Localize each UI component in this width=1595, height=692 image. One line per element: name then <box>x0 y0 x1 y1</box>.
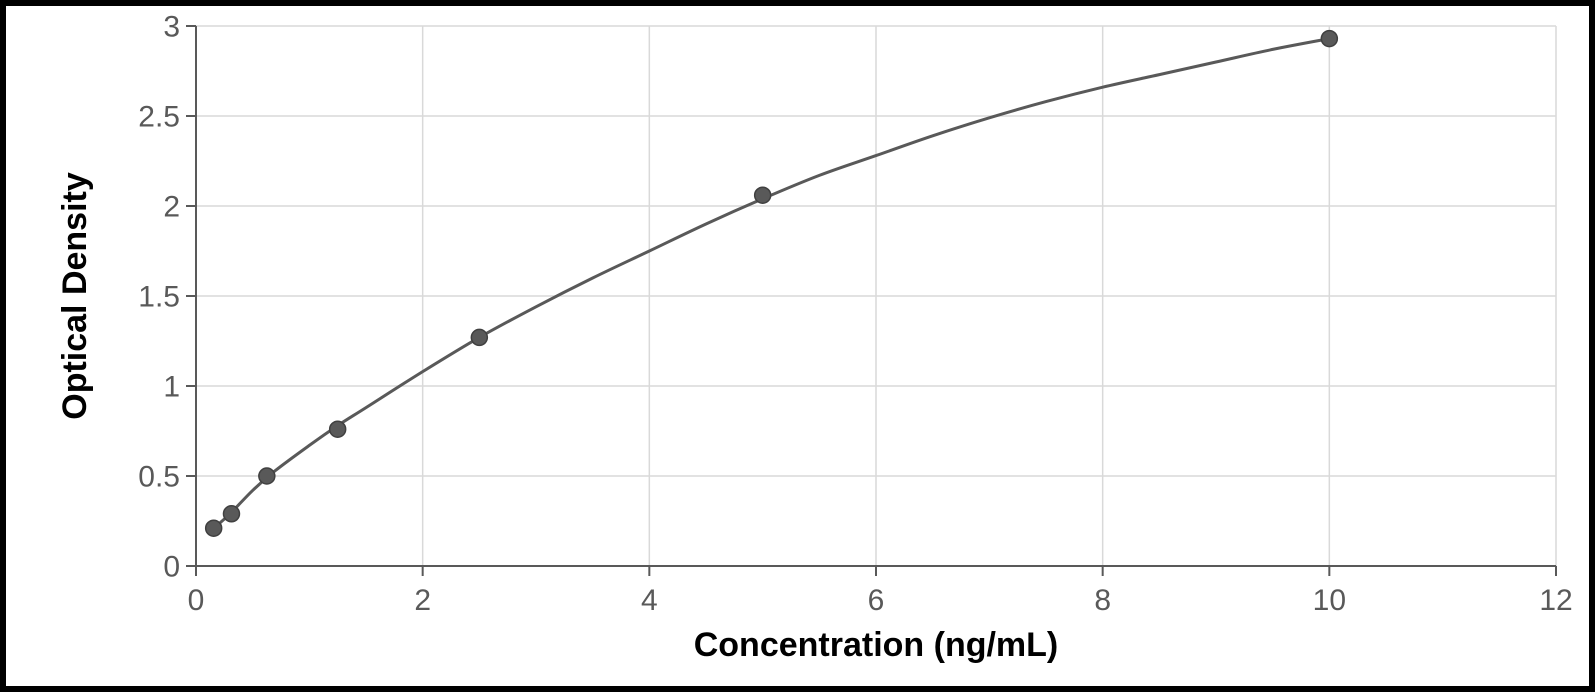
y-tick-label: 0.5 <box>138 461 180 494</box>
data-point <box>206 520 222 536</box>
chart-frame: 0 2 4 6 8 10 12 0 0.5 1 1.5 2 2.5 3 Concentration (ng/… <box>0 0 1595 692</box>
scatter-chart: 0 2 4 6 8 10 12 0 0.5 1 1.5 2 2.5 3 Concentration (ng/… <box>6 6 1589 686</box>
y-tick-label: 1 <box>163 371 180 404</box>
y-tick-label: 1.5 <box>138 281 180 314</box>
x-tick-label: 4 <box>641 584 658 617</box>
x-tick-label: 8 <box>1094 584 1111 617</box>
data-point <box>223 506 239 522</box>
y-tick-label: 2.5 <box>138 101 180 134</box>
x-tick-label: 0 <box>188 584 205 617</box>
y-tick-label: 3 <box>163 11 180 44</box>
y-tick-label: 2 <box>163 191 180 224</box>
x-tick-label: 6 <box>868 584 885 617</box>
data-point <box>259 468 275 484</box>
data-point <box>471 329 487 345</box>
data-point <box>755 187 771 203</box>
x-tick-label: 10 <box>1313 584 1346 617</box>
y-axis-title: Optical Density <box>56 172 94 420</box>
data-point <box>330 421 346 437</box>
x-axis-title: Concentration (ng/mL) <box>694 626 1059 664</box>
x-tick-label: 2 <box>414 584 431 617</box>
data-point <box>1321 31 1337 47</box>
y-tick-label: 0 <box>163 551 180 584</box>
x-tick-label: 12 <box>1539 584 1572 617</box>
